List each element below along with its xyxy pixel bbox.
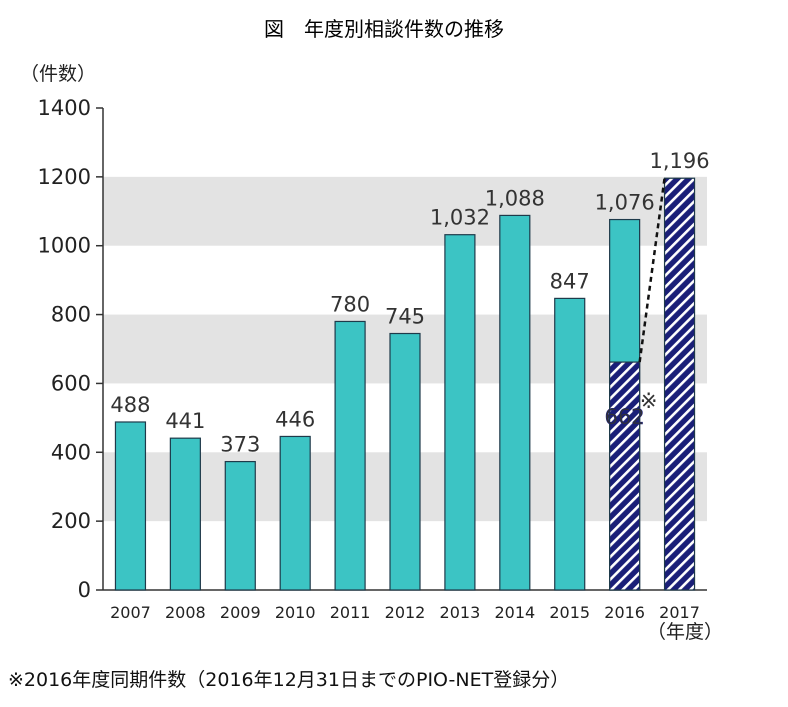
y-tick-label: 1400 xyxy=(38,96,91,120)
partial-note-mark: ※ xyxy=(640,389,658,413)
bar xyxy=(554,297,586,591)
x-tick-label: 2008 xyxy=(165,603,206,622)
trend-connector xyxy=(638,178,666,363)
data-label: 446 xyxy=(275,407,315,431)
data-label: 847 xyxy=(550,269,590,293)
bar xyxy=(224,460,256,591)
data-label: 745 xyxy=(385,305,425,329)
chart-title: 図 年度別相談件数の推移 xyxy=(264,17,504,41)
y-axis-label: （件数） xyxy=(20,63,96,85)
bar xyxy=(444,234,476,591)
y-tick-label: 1200 xyxy=(38,165,91,189)
x-tick-label: 2012 xyxy=(385,603,426,622)
x-tick-label: 2016 xyxy=(604,603,645,622)
footnote: ※2016年度同期件数（2016年12月31日までのPIO-NET登録分） xyxy=(8,669,569,691)
partial-bar xyxy=(609,361,641,591)
partial-data-label: 662 xyxy=(605,405,645,429)
x-tick-label: 2014 xyxy=(494,603,535,622)
bar xyxy=(663,177,696,591)
bar xyxy=(279,435,311,591)
x-tick-label: 2013 xyxy=(440,603,481,622)
bar xyxy=(169,437,201,591)
y-tick-label: 400 xyxy=(51,440,91,464)
data-label: 488 xyxy=(110,393,150,417)
bar xyxy=(334,320,366,591)
data-label: 780 xyxy=(330,292,370,316)
bar xyxy=(114,421,147,591)
y-tick-label: 600 xyxy=(51,371,91,395)
x-tick-label: 2011 xyxy=(330,603,371,622)
data-label: 1,088 xyxy=(485,186,545,210)
bars xyxy=(114,177,696,591)
x-tick-label: 2010 xyxy=(275,603,316,622)
x-tick-label: 2015 xyxy=(549,603,590,622)
y-tick-label: 800 xyxy=(51,303,91,327)
data-label: 441 xyxy=(165,409,205,433)
x-tick-label: 2007 xyxy=(110,603,151,622)
data-label: 1,032 xyxy=(430,206,490,230)
y-ticks: 0 200 400 600 800 1000 1200 1400 xyxy=(38,96,103,602)
data-label: 1,196 xyxy=(649,149,709,173)
bar xyxy=(499,214,531,591)
x-ticks: 2007 2008 2009 2010 2011 2012 2013 2014 2015 2016… xyxy=(110,603,700,622)
y-tick-label: 0 xyxy=(78,578,91,602)
y-tick-label: 1000 xyxy=(38,234,91,258)
x-axis-label: （年度） xyxy=(647,621,723,643)
data-label: 373 xyxy=(220,433,260,457)
x-tick-label: 2017 xyxy=(659,603,700,622)
grid-band xyxy=(103,176,707,246)
data-label: 1,076 xyxy=(595,191,655,215)
y-tick-label: 200 xyxy=(51,509,91,533)
x-tick-label: 2009 xyxy=(220,603,261,622)
bar xyxy=(389,332,421,591)
